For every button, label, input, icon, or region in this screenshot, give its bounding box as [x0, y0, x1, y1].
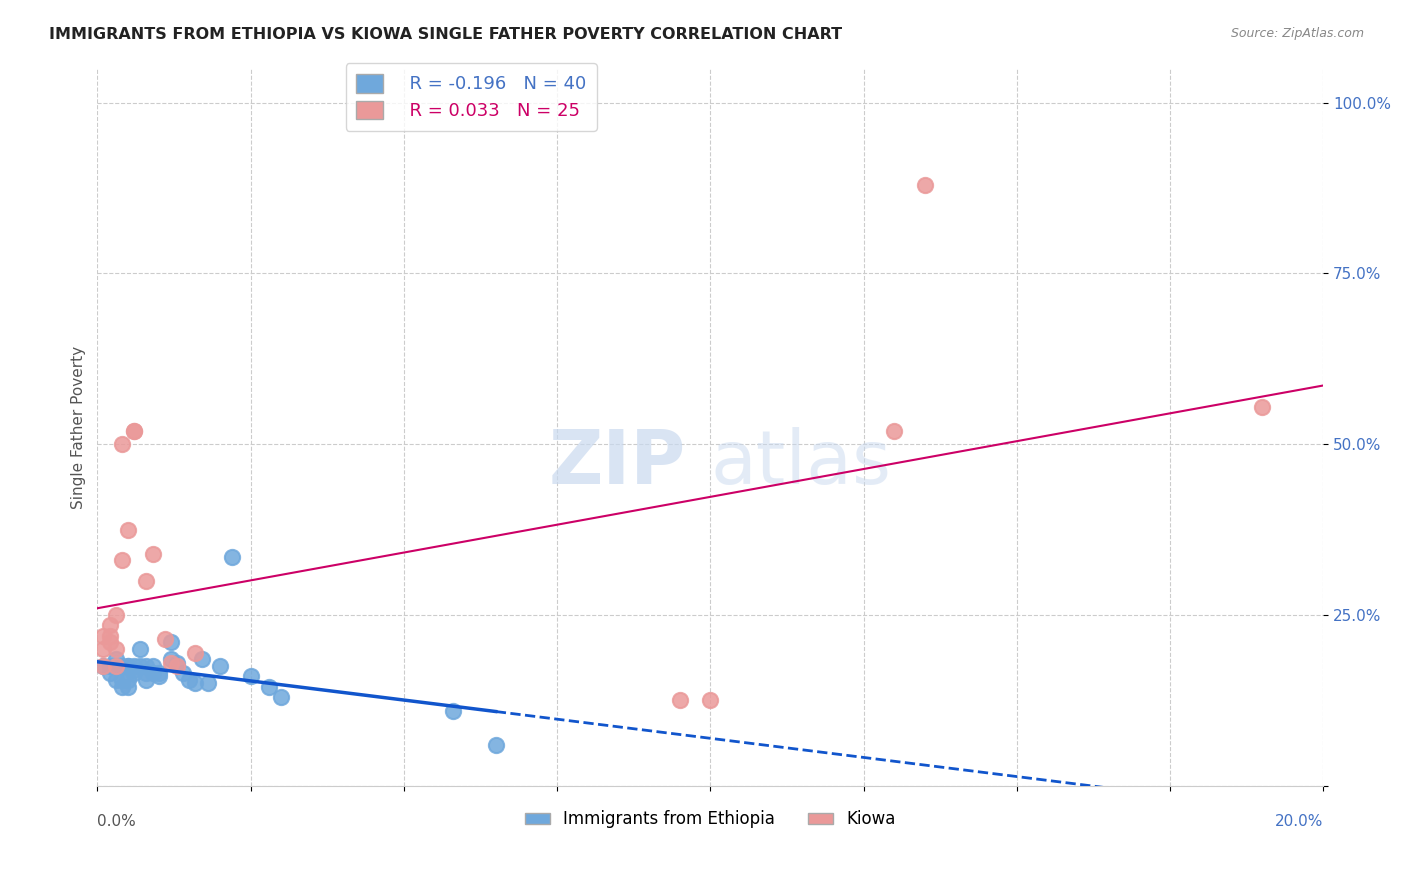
Point [93, 659, 115, 673]
Point [184, 676, 207, 690]
Point [122, 424, 145, 438]
Point [221, 549, 243, 564]
Point [172, 666, 194, 681]
Point [129, 642, 152, 657]
Point [117, 659, 139, 673]
Text: IMMIGRANTS FROM ETHIOPIA VS KIOWA SINGLE FATHER POVERTY CORRELATION CHART: IMMIGRANTS FROM ETHIOPIA VS KIOWA SINGLE… [49, 27, 842, 42]
Point [197, 676, 219, 690]
Point [104, 659, 127, 673]
Point [135, 666, 157, 681]
Point [441, 704, 464, 718]
Y-axis label: Single Father Poverty: Single Father Poverty [72, 345, 86, 508]
Point [104, 659, 127, 673]
Point [122, 659, 145, 673]
Point [184, 646, 207, 660]
Point [160, 656, 183, 670]
Point [93, 628, 115, 642]
Point [914, 178, 936, 192]
Point [485, 738, 508, 752]
Point [135, 659, 157, 673]
Point [257, 680, 280, 694]
Point [122, 424, 145, 438]
Text: ZIP: ZIP [548, 426, 686, 500]
Point [190, 652, 212, 666]
Legend: Immigrants from Ethiopia, Kiowa: Immigrants from Ethiopia, Kiowa [517, 804, 903, 835]
Point [1251, 400, 1274, 414]
Point [160, 652, 183, 666]
Point [104, 652, 127, 666]
Point [104, 642, 127, 657]
Point [129, 659, 152, 673]
Point [135, 673, 157, 687]
Point [883, 424, 905, 438]
Point [166, 659, 188, 673]
Point [98, 666, 121, 681]
Point [135, 574, 157, 588]
Point [98, 628, 121, 642]
Point [98, 618, 121, 632]
Point [104, 673, 127, 687]
Point [270, 690, 292, 704]
Point [166, 656, 188, 670]
Point [98, 659, 121, 673]
Point [239, 669, 262, 683]
Point [160, 635, 183, 649]
Text: atlas: atlas [710, 426, 891, 500]
Point [122, 666, 145, 681]
Point [141, 666, 163, 681]
Point [98, 635, 121, 649]
Text: 0.0%: 0.0% [97, 814, 136, 830]
Point [122, 663, 145, 677]
Point [93, 659, 115, 673]
Point [111, 673, 134, 687]
Point [148, 669, 170, 683]
Point [179, 673, 201, 687]
Point [117, 680, 139, 694]
Text: 20.0%: 20.0% [1275, 814, 1323, 830]
Point [668, 693, 690, 707]
Point [117, 523, 139, 537]
Point [117, 659, 139, 673]
Point [148, 666, 170, 681]
Point [111, 553, 134, 567]
Text: Source: ZipAtlas.com: Source: ZipAtlas.com [1230, 27, 1364, 40]
Point [117, 673, 139, 687]
Point [111, 659, 134, 673]
Point [104, 607, 127, 622]
Point [141, 547, 163, 561]
Point [93, 642, 115, 657]
Point [141, 659, 163, 673]
Point [153, 632, 176, 646]
Point [208, 659, 231, 673]
Point [699, 693, 721, 707]
Point [111, 437, 134, 451]
Point [111, 680, 134, 694]
